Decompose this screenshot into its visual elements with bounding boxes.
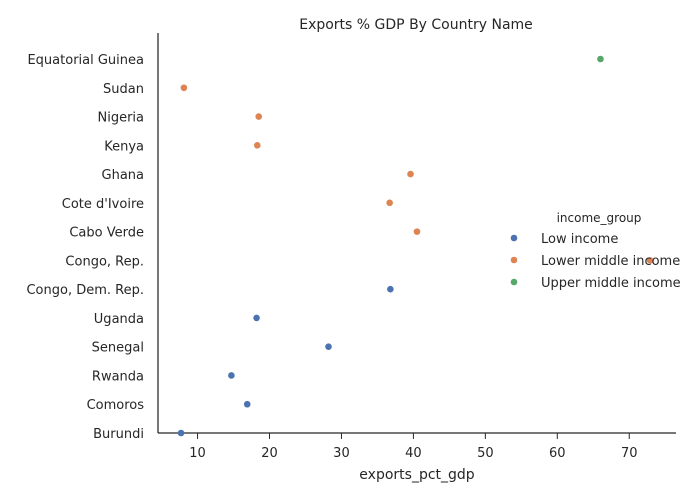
data-point [325, 343, 332, 350]
y-tick-label: Equatorial Guinea [27, 53, 144, 68]
y-tick-label: Cabo Verde [69, 226, 144, 241]
y-tick-label: Cote d'Ivoire [62, 197, 144, 212]
x-tick-label: 50 [477, 446, 494, 461]
legend-label: Low income [541, 232, 618, 247]
data-point [255, 113, 263, 120]
y-tick-label: Comoros [87, 398, 145, 413]
x-axis-ticks: 10 20 30 40 50 60 70 [189, 433, 638, 461]
legend: income_group Low income Lower middle inco… [510, 211, 681, 291]
data-point [180, 84, 188, 92]
legend-title: income_group [557, 211, 642, 225]
legend-label: Lower middle income [541, 254, 680, 269]
legend-marker [510, 234, 518, 242]
legend-marker [510, 256, 518, 264]
x-axis-label: exports_pct_gdp [359, 467, 474, 483]
y-tick-label: Nigeria [97, 111, 144, 126]
data-point [407, 170, 414, 178]
y-tick-label: Sudan [103, 82, 144, 97]
legend-label: Upper middle income [541, 276, 681, 291]
data-point [253, 314, 260, 322]
data-point [386, 199, 393, 207]
chart-title: Exports % GDP By Country Name [299, 17, 533, 33]
y-tick-label: Burundi [93, 427, 144, 442]
data-point [597, 55, 604, 63]
x-tick-label: 20 [261, 446, 278, 461]
data-point [646, 257, 654, 264]
data-point [243, 400, 251, 408]
data-point [413, 228, 421, 235]
y-tick-label: Rwanda [92, 369, 144, 384]
data-point [228, 372, 235, 379]
y-tick-label: Ghana [102, 168, 145, 183]
x-tick-label: 70 [621, 446, 638, 461]
data-point [177, 429, 185, 437]
legend-marker [510, 278, 518, 286]
data-points [177, 55, 654, 437]
y-tick-label: Congo, Dem. Rep. [26, 283, 144, 298]
y-tick-labels: Equatorial Guinea Sudan Nigeria Kenya Ghana C… [26, 53, 144, 442]
y-tick-label: Uganda [94, 312, 144, 327]
x-tick-label: 30 [333, 446, 350, 461]
data-point [387, 285, 394, 293]
data-point [253, 142, 261, 149]
x-tick-label: 40 [405, 446, 422, 461]
y-tick-label: Senegal [92, 341, 144, 356]
y-tick-label: Congo, Rep. [65, 254, 144, 269]
x-tick-label: 60 [549, 446, 566, 461]
x-tick-label: 10 [189, 446, 206, 461]
y-tick-label: Kenya [104, 139, 144, 154]
